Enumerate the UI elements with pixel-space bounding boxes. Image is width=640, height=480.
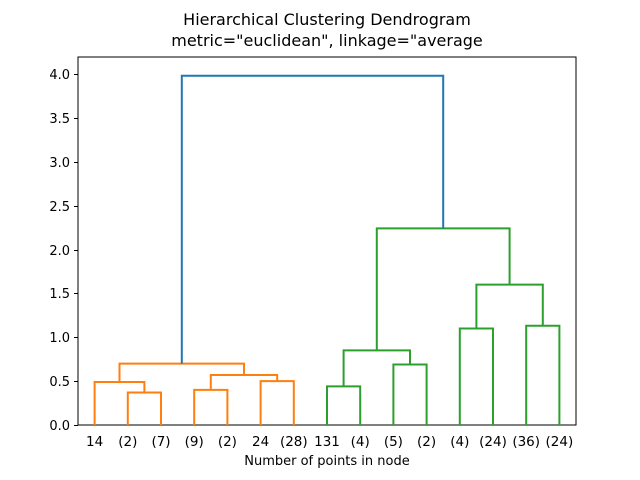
y-tick-label: 4.0 — [49, 68, 70, 83]
x-tick-label: 14 — [86, 434, 103, 450]
y-tick-label: 1.0 — [49, 331, 70, 346]
dendrogram-link-N13 — [375, 227, 511, 351]
x-tick-label: (2) — [118, 434, 137, 450]
y-tick-label: 1.5 — [49, 287, 70, 302]
chart-title: Hierarchical Clustering Dendrogram — [183, 10, 471, 29]
x-tick-label: (36) — [512, 434, 540, 450]
x-tick-label: (7) — [151, 434, 170, 450]
dendrogram-link-N1 — [126, 391, 162, 425]
dendrogram-link-N10 — [458, 327, 494, 425]
x-tick-label: (9) — [185, 434, 204, 450]
x-tick-label: 24 — [252, 434, 269, 450]
dendrogram-link-N6 — [118, 362, 245, 382]
x-tick-label: (2) — [417, 434, 436, 450]
dendrogram-link-N2 — [93, 381, 146, 425]
x-tick-label: (24) — [479, 434, 507, 450]
x-tick-label: (24) — [546, 434, 574, 450]
x-tick-label: (28) — [280, 434, 308, 450]
chart-title-block: Hierarchical Clustering Dendrogram metri… — [78, 9, 576, 51]
y-tick-label: 2.0 — [49, 244, 70, 259]
dendrogram-link-N8 — [392, 363, 428, 425]
y-tick-label: 0.5 — [49, 375, 70, 390]
dendrogram-link-N3 — [193, 388, 229, 425]
y-tick-label: 0.0 — [49, 419, 70, 434]
x-tick-label: (2) — [218, 434, 237, 450]
dendrogram-link-N12 — [475, 283, 544, 329]
y-tick-label: 3.5 — [49, 112, 70, 127]
x-tick-label: (5) — [384, 434, 403, 450]
y-tick-label: 3.0 — [49, 156, 70, 171]
x-tick-label: (4) — [351, 434, 370, 450]
dendrogram-link-N11 — [525, 324, 561, 425]
dendrogram-link-N4 — [259, 380, 295, 425]
y-tick-label: 2.5 — [49, 200, 70, 215]
x-axis-label: Number of points in node — [244, 454, 410, 469]
x-tick-label: 131 — [314, 434, 340, 450]
dendrogram-link-N5 — [209, 374, 279, 390]
dendrogram-link-N9 — [342, 349, 411, 387]
chart-subtitle: metric="euclidean", linkage="average — [171, 31, 483, 50]
x-tick-label: (4) — [450, 434, 469, 450]
dendrogram-link-N7 — [326, 385, 362, 425]
dendrogram-link-N14 — [180, 74, 445, 364]
axes-box — [77, 56, 577, 426]
